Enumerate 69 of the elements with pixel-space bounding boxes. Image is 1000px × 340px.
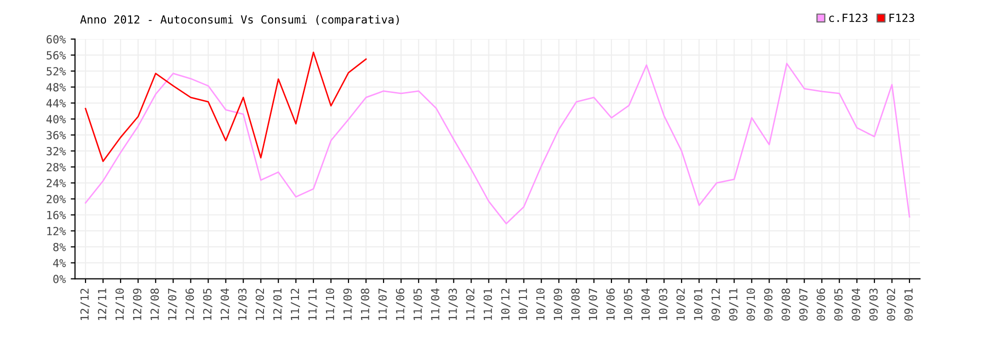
x-tick-label: 11/12 bbox=[290, 288, 300, 320]
x-tick-label: 09/05 bbox=[834, 288, 844, 321]
x-tick-label: 10/02 bbox=[676, 288, 686, 320]
x-tick-label: 10/10 bbox=[536, 288, 546, 320]
y-tick-label: 16% bbox=[47, 210, 66, 220]
y-tick-label: 20% bbox=[46, 194, 66, 204]
x-tick-label: 12/04 bbox=[220, 288, 230, 320]
x-tick-label: 09/08 bbox=[782, 288, 791, 321]
x-tick-label: 09/12 bbox=[711, 288, 721, 321]
y-tick-label: 48% bbox=[46, 83, 66, 92]
x-tick-label: 12/05 bbox=[203, 288, 212, 320]
x-tick-label: 10/04 bbox=[641, 288, 651, 320]
x-tick-label: 09/10 bbox=[746, 288, 756, 321]
x-tick-label: 12/08 bbox=[150, 288, 160, 320]
x-tick-label: 10/03 bbox=[658, 288, 668, 320]
x-tick-label: 11/09 bbox=[343, 288, 353, 320]
y-tick-label: 32% bbox=[46, 146, 66, 156]
x-tick-label: 11/07 bbox=[378, 288, 388, 320]
x-tick-label: 12/02 bbox=[256, 288, 265, 320]
x-tick-label: 11/05 bbox=[413, 288, 423, 320]
x-tick-label: 10/05 bbox=[624, 288, 634, 320]
y-tick-label: 24% bbox=[46, 178, 66, 188]
x-tick-label: 09/02 bbox=[886, 288, 896, 321]
x-tick-label: 12/06 bbox=[186, 288, 195, 320]
legend-label: F123 bbox=[890, 14, 914, 22]
x-tick-label: 11/02 bbox=[466, 288, 476, 320]
x-tick-label: 10/01 bbox=[694, 288, 704, 320]
x-tick-label: 12/07 bbox=[168, 288, 178, 320]
y-tick-label: 44% bbox=[46, 99, 66, 108]
y-tick-label: 40% bbox=[46, 115, 66, 124]
y-tick-label: 52% bbox=[46, 67, 66, 76]
x-tick-label: 10/07 bbox=[588, 288, 598, 320]
y-tick-label: 56% bbox=[46, 51, 66, 60]
y-tick-label: 36% bbox=[46, 130, 66, 140]
x-tick-label: 12/10 bbox=[115, 288, 125, 320]
x-tick-label: 12/09 bbox=[132, 288, 142, 320]
x-tick-label: 09/06 bbox=[816, 288, 826, 321]
x-tick-label: 11/11 bbox=[308, 288, 318, 320]
x-tick-label: 09/09 bbox=[764, 288, 774, 321]
x-tick-label: 09/04 bbox=[852, 288, 862, 321]
x-tick-label: 11/10 bbox=[326, 288, 336, 320]
chart-title: Anno 2012 - Autoconsumi Vs Consumi (comparativa) bbox=[80, 15, 399, 26]
x-tick-label: 09/11 bbox=[729, 288, 738, 321]
y-tick-label: 8% bbox=[53, 242, 66, 252]
x-tick-label: 12/12 bbox=[80, 288, 90, 320]
x-tick-label: 11/06 bbox=[396, 288, 406, 320]
x-tick-label: 10/08 bbox=[571, 288, 581, 320]
x-tick-label: 11/04 bbox=[430, 288, 440, 320]
y-tick-label: 12% bbox=[47, 226, 66, 236]
y-tick-label: 28% bbox=[46, 162, 66, 172]
x-tick-label: 12/11 bbox=[98, 288, 108, 320]
x-tick-label: 11/08 bbox=[360, 288, 370, 320]
y-tick-label: 0% bbox=[53, 274, 66, 284]
x-tick-label: 11/03 bbox=[448, 288, 458, 320]
y-tick-label: 60% bbox=[46, 35, 66, 44]
line-series bbox=[84, 62, 910, 224]
x-tick-label: 09/03 bbox=[869, 288, 879, 321]
x-tick-label: 09/07 bbox=[799, 288, 808, 321]
x-tick-label: 09/01 bbox=[904, 288, 914, 321]
x-tick-label: 10/11 bbox=[518, 288, 528, 320]
x-tick-label: 12/03 bbox=[238, 288, 248, 320]
y-tick-label: 4% bbox=[53, 258, 66, 268]
x-tick-label: 12/01 bbox=[273, 288, 282, 320]
line-series bbox=[84, 52, 367, 162]
x-tick-label: 10/06 bbox=[606, 288, 616, 320]
legend-label: c.F123 bbox=[829, 14, 868, 22]
x-tick-label: 10/12 bbox=[501, 288, 510, 320]
x-tick-label: 11/01 bbox=[484, 288, 493, 320]
x-tick-label: 10/09 bbox=[554, 288, 563, 320]
